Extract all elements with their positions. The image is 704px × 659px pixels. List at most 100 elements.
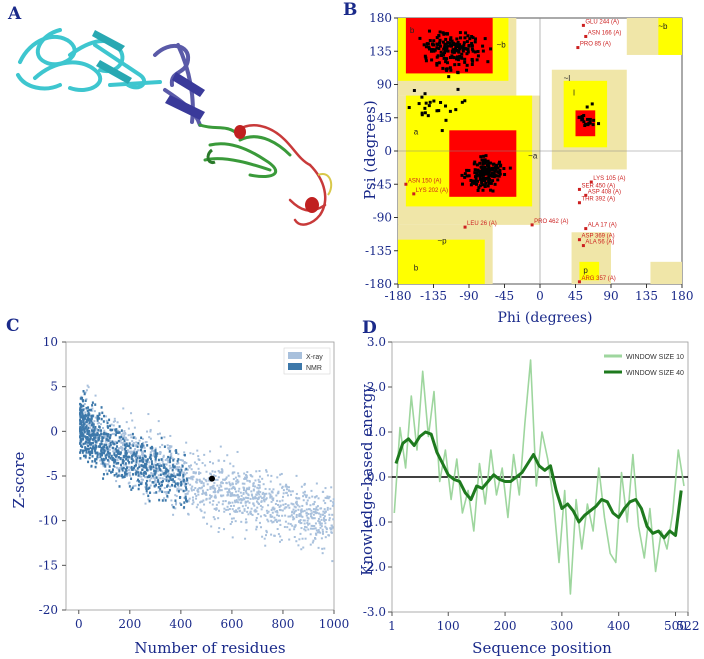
rama-residue-point: [428, 100, 432, 104]
rama-residue-point: [484, 177, 488, 181]
rama-residue-point: [487, 176, 491, 180]
xray-point: [296, 497, 299, 500]
nmr-point: [85, 451, 88, 454]
nmr-point: [89, 437, 92, 440]
xray-point: [183, 480, 186, 483]
xray-point: [281, 509, 284, 512]
nmr-point: [145, 487, 148, 490]
xray-point: [130, 436, 133, 439]
zscore-y-axis-title: Z-score: [10, 452, 28, 509]
nmr-point: [170, 478, 173, 482]
xray-point: [129, 471, 132, 474]
xray-point: [121, 443, 124, 446]
nmr-point: [138, 459, 141, 463]
rama-y-tick-label: 0: [384, 144, 392, 158]
energy-y-tick-label: -3.0: [363, 605, 386, 619]
xray-point: [185, 472, 188, 475]
xray-point: [121, 449, 124, 452]
xray-point: [316, 505, 319, 508]
rama-residue-point: [447, 75, 451, 79]
xray-point: [208, 501, 211, 504]
xray-point: [299, 519, 302, 522]
xray-point: [123, 442, 126, 445]
xray-point: [225, 487, 228, 490]
nmr-point: [81, 396, 84, 400]
xray-point: [301, 537, 304, 540]
xray-point: [285, 483, 288, 486]
xray-point: [140, 475, 143, 478]
nmr-point: [161, 499, 164, 502]
xray-point: [209, 450, 212, 453]
nmr-point: [115, 449, 118, 452]
xray-point: [146, 430, 149, 433]
nmr-point: [167, 479, 170, 483]
rama-outlier-point: [577, 280, 581, 284]
nmr-point: [87, 426, 90, 430]
rama-residue-point: [482, 173, 486, 177]
nmr-point: [182, 474, 185, 478]
rama-residue-point: [438, 44, 442, 48]
nmr-point: [144, 464, 147, 468]
xray-point: [286, 494, 289, 497]
nmr-point: [87, 430, 90, 433]
xray-point: [261, 477, 264, 480]
xray-point: [221, 503, 224, 506]
xray-point: [261, 497, 264, 500]
xray-point: [257, 484, 260, 487]
nmr-point: [145, 462, 148, 466]
xray-point: [106, 436, 109, 439]
xray-point: [295, 540, 298, 543]
nmr-point: [152, 465, 155, 469]
nmr-point: [166, 468, 169, 472]
nmr-point: [94, 449, 97, 453]
xray-point: [318, 521, 321, 524]
xray-point: [174, 503, 177, 506]
xray-point: [282, 489, 285, 492]
xray-point: [152, 454, 155, 457]
rama-generous-region: [650, 261, 682, 284]
rama-residue-point: [483, 166, 487, 170]
nmr-point: [91, 442, 94, 445]
rama-region-label: a: [414, 128, 419, 137]
xray-point: [163, 474, 166, 477]
nmr-point: [177, 490, 180, 493]
xray-point: [148, 461, 151, 464]
xray-point: [264, 514, 267, 517]
panel-letter-a: A: [8, 4, 22, 24]
xray-point: [324, 496, 327, 499]
rama-residue-point: [462, 41, 466, 45]
nmr-point: [135, 460, 138, 464]
xray-point: [153, 491, 156, 494]
nmr-point: [111, 428, 114, 432]
xray-point: [127, 450, 130, 453]
nmr-point: [87, 450, 90, 454]
rama-residue-point: [481, 162, 485, 166]
nmr-point: [92, 423, 95, 426]
nmr-point: [121, 467, 124, 471]
nmr-point: [90, 429, 93, 432]
xray-point: [256, 491, 259, 494]
nmr-point: [80, 408, 83, 412]
rama-residue-point: [496, 170, 500, 174]
rama-residue-point: [498, 160, 502, 164]
nmr-point: [94, 458, 97, 461]
rama-residue-point: [577, 116, 581, 120]
zscore-y-tick-label: -20: [39, 603, 58, 617]
xray-point: [227, 493, 230, 496]
nmr-point: [100, 452, 103, 455]
rama-residue-point: [472, 181, 476, 185]
rama-residue-point: [492, 175, 496, 179]
xray-point: [320, 507, 323, 510]
rama-residue-point: [427, 47, 431, 51]
xray-point: [128, 466, 131, 469]
xray-point: [132, 485, 135, 488]
xray-point: [115, 466, 118, 469]
xray-point: [253, 485, 256, 488]
xray-point: [220, 470, 223, 473]
xray-point: [219, 494, 222, 497]
energy-x-tick-label: 522: [677, 619, 700, 633]
xray-point: [115, 458, 118, 461]
nmr-point: [157, 486, 160, 489]
xray-point: [159, 446, 162, 449]
rama-residue-point: [439, 100, 443, 104]
